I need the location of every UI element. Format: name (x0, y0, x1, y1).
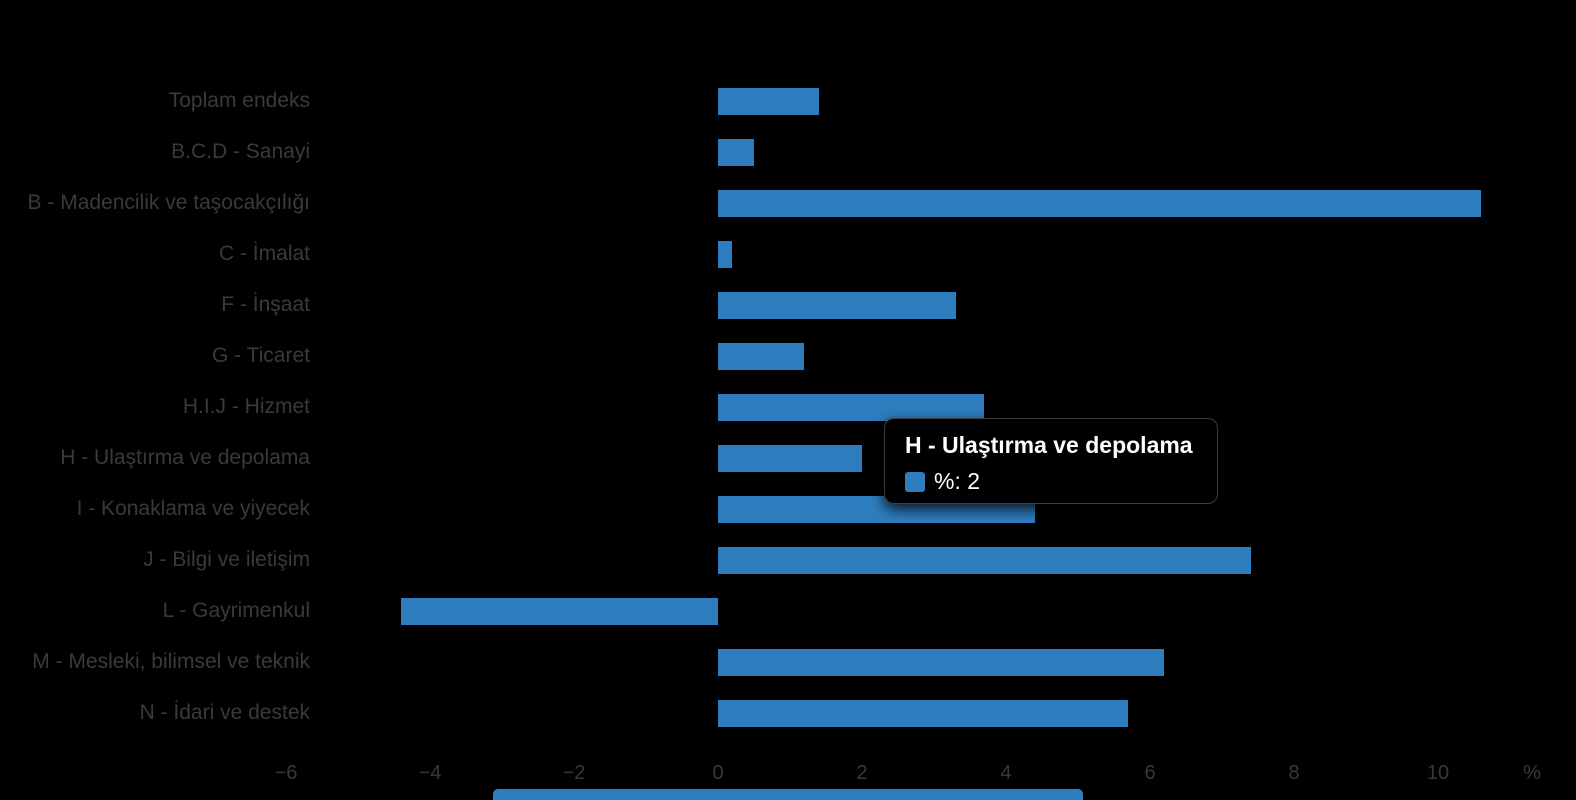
bar-segment[interactable] (718, 342, 805, 370)
category-label: B - Madencilik ve taşocakçılığı (27, 191, 310, 214)
bar-segment[interactable] (718, 648, 1165, 676)
horizontal-scrollbar-thumb[interactable] (493, 789, 1083, 800)
bar-segment[interactable] (718, 699, 1129, 727)
category-label: L - Gayrimenkul (162, 599, 310, 622)
category-label: I - Konaklama ve yiyecek (76, 497, 310, 520)
x-axis-tick-label: −4 (418, 762, 442, 784)
bar-segment[interactable] (718, 189, 1482, 217)
bar-segment[interactable] (718, 546, 1251, 574)
category-label: G - Ticaret (211, 344, 310, 367)
bar-segment[interactable] (401, 597, 718, 625)
category-label: N - İdari ve destek (139, 701, 310, 724)
bar-segment[interactable] (718, 393, 985, 421)
x-axis-tick-label: 6 (1144, 762, 1156, 784)
x-axis-tick-label: 0 (712, 762, 724, 784)
tooltip-value: %: 2 (934, 468, 981, 494)
category-label: B.C.D - Sanayi (171, 140, 310, 163)
x-axis-tick-label: −6 (274, 762, 298, 784)
tooltip: H - Ulaştırma ve depolama %: 2 (884, 418, 1218, 504)
bar-segment[interactable] (718, 444, 862, 472)
category-label: C - İmalat (218, 242, 310, 265)
x-axis-unit-label: % (1523, 762, 1541, 784)
x-axis-tick-label: 4 (1000, 762, 1012, 784)
category-label: F - İnşaat (221, 293, 310, 316)
tooltip-series-row: %: 2 (905, 468, 1197, 495)
bar-segment[interactable] (718, 291, 956, 319)
category-label: J - Bilgi ve iletişim (143, 548, 310, 571)
category-label: Toplam endeks (168, 89, 310, 112)
category-label: H - Ulaştırma ve depolama (60, 446, 310, 469)
category-label: M - Mesleki, bilimsel ve teknik (32, 650, 310, 673)
bar-segment[interactable] (718, 87, 819, 115)
bar-segment[interactable] (718, 138, 754, 166)
bar-segment[interactable] (718, 240, 733, 268)
x-axis-tick-label: 2 (856, 762, 868, 784)
series-swatch-icon (905, 471, 925, 492)
x-axis-tick-label: −2 (562, 762, 586, 784)
x-axis-tick-label: 10 (1426, 762, 1450, 784)
tooltip-title: H - Ulaştırma ve depolama (905, 432, 1193, 458)
x-axis-tick-label: 8 (1288, 762, 1300, 784)
category-label: H.I.J - Hizmet (182, 395, 310, 418)
